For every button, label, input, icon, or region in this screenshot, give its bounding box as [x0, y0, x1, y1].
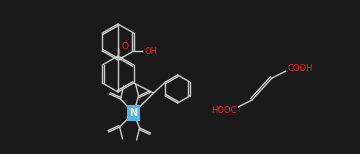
Text: N: N [130, 108, 138, 118]
Text: O: O [122, 41, 129, 51]
Text: HOOC: HOOC [211, 105, 237, 115]
Text: COOH: COOH [287, 63, 313, 73]
Text: OH: OH [144, 47, 157, 55]
